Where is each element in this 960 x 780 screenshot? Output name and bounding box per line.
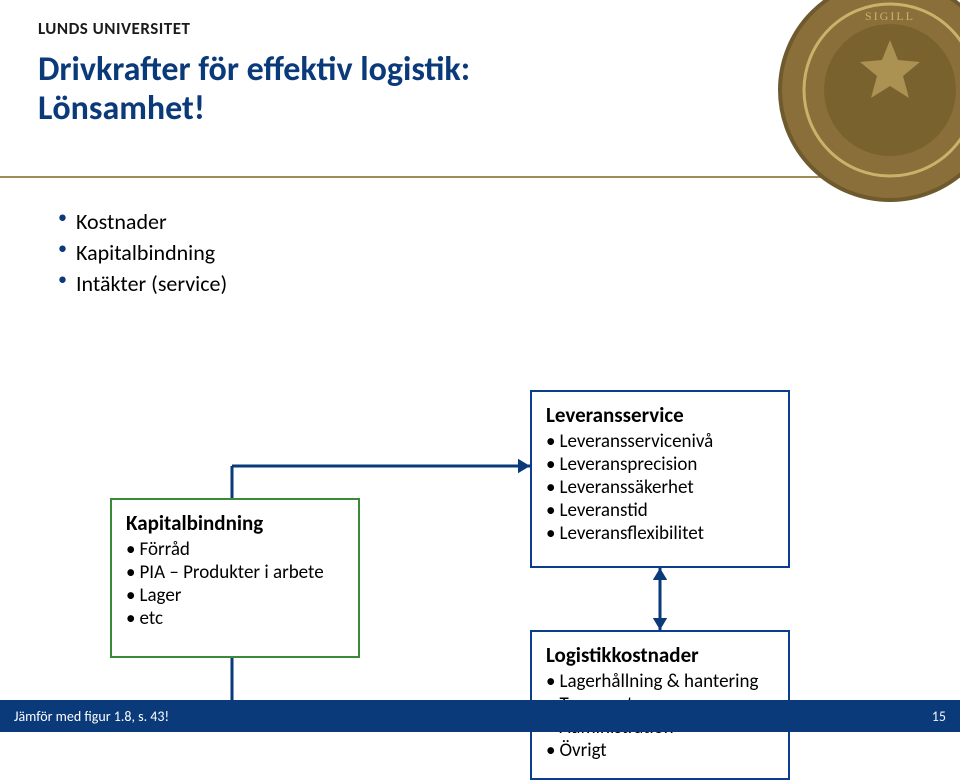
box-service-items: LeveransservicenivåLeveransprecisionLeve… <box>546 430 774 545</box>
box-item: Förråd <box>126 538 344 561</box>
box-service-title: Leveransservice <box>546 402 774 428</box>
slide-title: Drivkrafter för effektiv logistik: Lönsa… <box>38 50 470 128</box>
box-item: Leveransprecision <box>546 453 774 476</box>
box-item: Lager <box>126 584 344 607</box>
slide-footer: Jämför med figur 1.8, s. 43! 15 <box>0 700 960 732</box>
box-item: PIA – Produkter i arbete <box>126 561 344 584</box>
box-item: Övrigt <box>546 739 774 762</box>
box-kapital-title: Kapitalbindning <box>126 510 344 536</box>
box-kapitalbindning: Kapitalbindning FörrådPIA – Produkter i … <box>110 498 360 658</box>
main-bullet-item: Intäkter (service) <box>58 270 227 297</box>
main-bullets: Kostnader Kapitalbindning Intäkter (servic… <box>58 208 227 301</box>
page-number: 15 <box>932 708 946 725</box>
footer-note: Jämför med figur 1.8, s. 43! <box>14 708 169 725</box>
box-item: Leveranstid <box>546 499 774 522</box>
box-leveransservice: Leveransservice LeveransservicenivåLever… <box>530 390 790 568</box>
box-item: Leveranssäkerhet <box>546 476 774 499</box>
box-item: Leveransservicenivå <box>546 430 774 453</box>
svg-text:SIGILL: SIGILL <box>865 9 915 23</box>
main-bullet-item: Kostnader <box>58 208 227 235</box>
slide-content: Kostnader Kapitalbindning Intäkter (servic… <box>0 178 960 732</box>
box-cost-title: Logistikkostnader <box>546 642 774 668</box>
box-item: Lagerhållning & hantering <box>546 670 774 693</box>
slide-header: LUNDS UNIVERSITET Drivkrafter för effekt… <box>0 0 960 178</box>
main-bullet-item: Kapitalbindning <box>58 239 227 266</box>
title-line2: Lönsamhet! <box>38 89 470 128</box>
box-item: Leveransflexibilitet <box>546 522 774 545</box>
university-label: LUNDS UNIVERSITET <box>38 18 190 39</box>
box-item: etc <box>126 607 344 630</box>
title-line1: Drivkrafter för effektiv logistik: <box>38 50 470 89</box>
box-kapital-items: FörrådPIA – Produkter i arbeteLageretc <box>126 538 344 630</box>
